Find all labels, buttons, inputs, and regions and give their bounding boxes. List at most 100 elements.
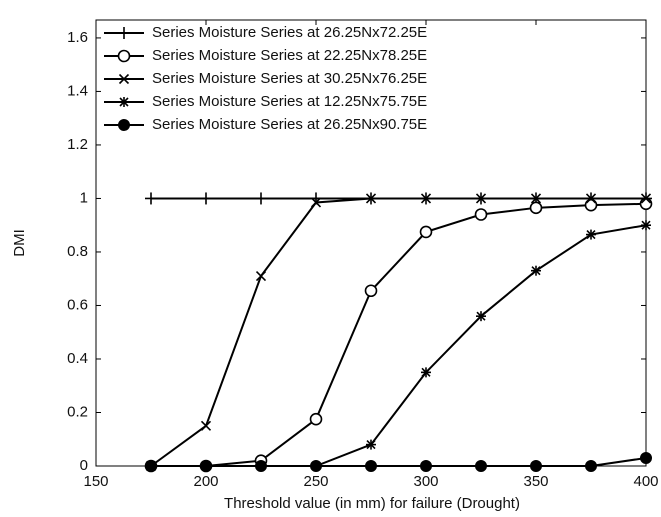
y-tick-label: 1.2	[67, 136, 88, 153]
x-tick-label: 300	[413, 473, 438, 490]
point-part	[145, 460, 157, 472]
y-tick-label: 0.8	[67, 243, 88, 260]
point-part	[640, 193, 652, 204]
point	[365, 193, 377, 204]
y-tick-label: 1.4	[67, 82, 88, 99]
y-tick-label: 0	[80, 457, 88, 474]
point-part	[364, 284, 378, 298]
point-part	[255, 270, 267, 282]
point-part	[640, 451, 652, 464]
point-part	[420, 193, 432, 204]
point	[639, 197, 653, 211]
legend-label: Series Moisture Series at 22.25Nx78.25E	[152, 47, 427, 64]
point	[640, 451, 652, 464]
x-tick-label: 200	[193, 473, 218, 490]
legend-marker-part	[119, 97, 129, 107]
legend-marker-part	[117, 49, 131, 63]
legend-marker-part	[118, 119, 130, 131]
point-part	[529, 201, 543, 215]
point-part	[200, 420, 212, 431]
point-part	[421, 367, 431, 377]
point	[310, 197, 322, 208]
point	[419, 225, 433, 239]
legend-marker	[118, 119, 130, 131]
point	[310, 460, 322, 472]
x-tick-label: 150	[83, 473, 108, 490]
point	[585, 460, 597, 472]
point	[200, 192, 212, 205]
point-part	[531, 266, 541, 276]
legend: Series Moisture Series at 26.25Nx72.25E S…	[104, 24, 427, 133]
point-part	[585, 193, 597, 204]
point-part	[641, 220, 651, 230]
y-tick-label: 1	[80, 189, 88, 206]
y-axis-label: DMI	[11, 229, 28, 257]
point-part	[309, 412, 323, 426]
series-line	[151, 456, 647, 467]
point-part	[475, 193, 487, 204]
y-tick-label: 0.2	[67, 403, 88, 420]
legend-marker	[118, 27, 130, 39]
point	[145, 192, 157, 205]
point	[365, 460, 377, 472]
point	[641, 220, 651, 231]
y-tick-label: 1.6	[67, 29, 88, 46]
point-part	[420, 460, 432, 472]
point-part	[476, 311, 486, 321]
point-part	[419, 225, 433, 239]
x-tick-label: 350	[523, 473, 548, 490]
point	[475, 460, 487, 472]
point	[531, 265, 541, 276]
point	[420, 193, 432, 204]
point-part	[310, 460, 322, 472]
point	[530, 193, 542, 204]
legend-marker	[119, 97, 129, 107]
point	[529, 201, 543, 215]
y-tick-label: 0.4	[67, 350, 88, 367]
point-part	[365, 460, 377, 472]
x-tick-label: 250	[303, 473, 328, 490]
point-part	[310, 197, 322, 208]
point	[255, 192, 267, 205]
point	[255, 460, 267, 472]
point-part	[584, 198, 598, 212]
legend-label: Series Moisture Series at 26.25Nx72.25E	[152, 24, 427, 41]
legend-marker	[118, 73, 130, 85]
point-part	[366, 440, 376, 450]
point	[309, 412, 323, 426]
point	[420, 460, 432, 472]
x-tick-label: 400	[633, 473, 658, 490]
point	[200, 420, 212, 431]
series-line	[151, 202, 647, 467]
legend-marker	[117, 49, 131, 63]
legend-marker-part	[118, 73, 130, 85]
point-part	[586, 230, 596, 240]
point	[200, 460, 212, 472]
point	[145, 460, 157, 472]
point-part	[639, 197, 653, 211]
point	[584, 198, 598, 212]
point	[530, 460, 542, 472]
point-part	[255, 460, 267, 472]
legend-label: Series Moisture Series at 26.25Nx90.75E	[152, 116, 427, 133]
point-part	[200, 460, 212, 472]
point-part	[530, 193, 542, 204]
point	[421, 367, 431, 378]
point	[586, 229, 596, 240]
point-part	[585, 460, 597, 472]
point	[366, 439, 376, 450]
point	[585, 193, 597, 204]
point	[474, 208, 488, 221]
point	[364, 284, 378, 298]
x-axis-label: Threshold value (in mm) for failure (Dro…	[224, 495, 520, 512]
legend-label: Series Moisture Series at 12.25Nx75.75E	[152, 93, 427, 110]
point	[640, 193, 652, 204]
series-line	[150, 197, 646, 467]
point-part	[474, 208, 488, 221]
legend-label: Series Moisture Series at 30.25Nx76.25E	[152, 70, 427, 87]
point	[475, 193, 487, 204]
point-part	[365, 193, 377, 204]
point	[476, 311, 486, 322]
y-tick-label: 0.6	[67, 296, 88, 313]
